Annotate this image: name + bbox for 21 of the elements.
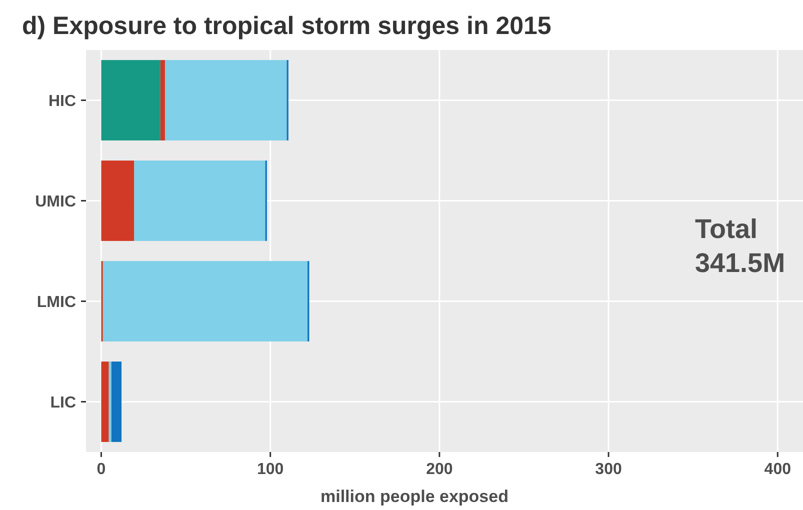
chart-title: d) Exposure to tropical storm surges in 2015 [22, 12, 552, 40]
bar [101, 160, 134, 241]
bar [160, 60, 165, 140]
y-tick-label: LIC [50, 394, 76, 412]
x-tick-label: 300 [595, 461, 622, 478]
bar [134, 160, 266, 241]
x-axis-title: million people exposed [320, 487, 508, 506]
annotation: Total 341.5M [695, 214, 786, 278]
y-tick-label: LMIC [36, 294, 76, 311]
x-tick-label: 400 [764, 461, 792, 478]
y-tick-label: UMIC [35, 193, 76, 210]
bar [164, 60, 287, 140]
bar [102, 261, 308, 342]
bar [101, 60, 160, 140]
bar [111, 362, 122, 442]
x-tick-label: 200 [426, 461, 453, 478]
x-tick-label: 0 [96, 461, 106, 478]
x-tick-label: 100 [256, 461, 284, 478]
bar [101, 362, 109, 442]
y-tick-label: HIC [48, 92, 76, 110]
bar [108, 362, 112, 442]
